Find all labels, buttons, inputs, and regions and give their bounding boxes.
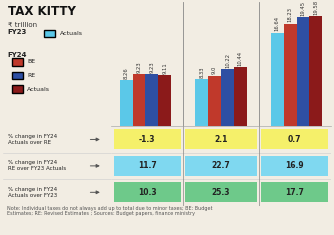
Text: 16.64: 16.64	[275, 16, 280, 31]
FancyBboxPatch shape	[261, 182, 328, 202]
Bar	[221, 69, 234, 126]
FancyBboxPatch shape	[185, 129, 257, 149]
Text: 9.23: 9.23	[137, 62, 142, 73]
Text: RE: RE	[27, 73, 35, 78]
Text: 2.1: 2.1	[214, 135, 228, 144]
Bar	[158, 75, 171, 126]
Bar	[310, 16, 322, 126]
FancyBboxPatch shape	[114, 156, 181, 176]
Text: 11.7: 11.7	[138, 161, 157, 170]
Text: 19.58: 19.58	[313, 0, 318, 15]
FancyBboxPatch shape	[114, 182, 181, 202]
Text: 22.7: 22.7	[212, 161, 230, 170]
Text: 8.33: 8.33	[199, 67, 204, 78]
Text: TAX KITTY: TAX KITTY	[8, 5, 75, 18]
Text: ₹ trillion: ₹ trillion	[8, 22, 37, 28]
Bar	[195, 79, 208, 126]
Text: 9.11: 9.11	[162, 62, 167, 74]
FancyBboxPatch shape	[12, 58, 23, 66]
Text: Note: Individual taxes do not always add up to total due to minor taxes; BE: Bud: Note: Individual taxes do not always add…	[7, 206, 212, 216]
Text: 10.44: 10.44	[238, 51, 243, 66]
Text: 25.3: 25.3	[212, 188, 230, 197]
FancyBboxPatch shape	[12, 72, 23, 79]
Text: 18.23: 18.23	[288, 8, 293, 23]
FancyBboxPatch shape	[44, 30, 55, 37]
Bar	[208, 76, 221, 126]
Bar	[297, 17, 310, 126]
FancyBboxPatch shape	[12, 85, 23, 93]
FancyBboxPatch shape	[114, 129, 181, 149]
Text: BE: BE	[27, 59, 35, 64]
Text: 10.22: 10.22	[225, 52, 230, 67]
FancyBboxPatch shape	[261, 129, 328, 149]
Text: 8.26: 8.26	[124, 67, 129, 78]
FancyBboxPatch shape	[185, 156, 257, 176]
Text: % change in FY24
Actuals over FY23: % change in FY24 Actuals over FY23	[8, 187, 57, 198]
Text: % change in FY24
RE over FY23 Actuals: % change in FY24 RE over FY23 Actuals	[8, 161, 66, 171]
Text: FY24: FY24	[8, 52, 27, 58]
FancyBboxPatch shape	[261, 156, 328, 176]
Text: Actuals: Actuals	[27, 86, 50, 92]
Text: % change in FY24
Actuals over RE: % change in FY24 Actuals over RE	[8, 134, 57, 145]
Bar	[284, 24, 297, 126]
Text: FY23: FY23	[8, 29, 27, 35]
Bar	[271, 32, 284, 126]
Text: -1.3: -1.3	[139, 135, 156, 144]
Bar	[234, 67, 247, 126]
Text: 19.45: 19.45	[301, 0, 306, 16]
Bar	[120, 80, 133, 126]
Text: 16.9: 16.9	[286, 161, 304, 170]
Text: Actuals: Actuals	[59, 31, 82, 36]
Bar	[133, 74, 145, 126]
Text: 0.7: 0.7	[288, 135, 302, 144]
Text: 17.7: 17.7	[285, 188, 304, 197]
Text: 9.0: 9.0	[212, 66, 217, 74]
Bar	[145, 74, 158, 126]
FancyBboxPatch shape	[185, 182, 257, 202]
Text: 10.3: 10.3	[138, 188, 157, 197]
Text: 9.23: 9.23	[149, 62, 154, 73]
